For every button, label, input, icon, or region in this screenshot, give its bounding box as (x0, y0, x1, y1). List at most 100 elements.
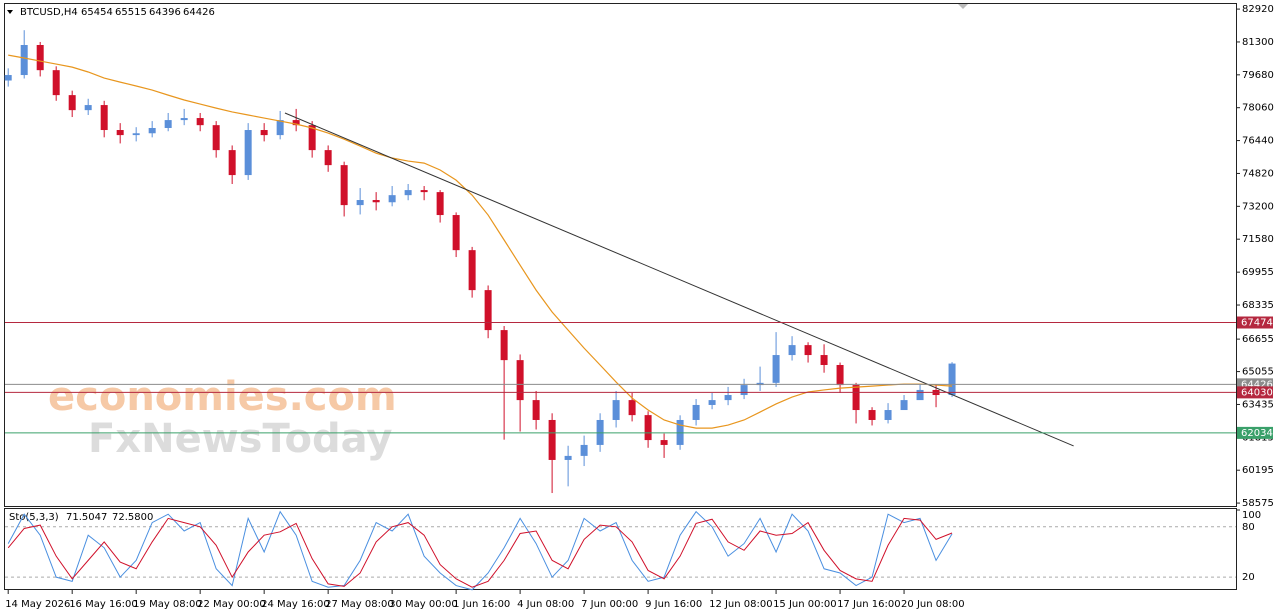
candle-body (292, 120, 300, 126)
candle-body (196, 118, 204, 126)
candle-body (724, 395, 732, 401)
y-tick-label: 81300 (1242, 37, 1274, 48)
x-tick-label: 14 May 2026 (5, 599, 70, 610)
y-tick-label: 20 (1242, 572, 1255, 583)
ohlc-value: 65515 (115, 7, 147, 18)
y-tick-label: 73200 (1242, 201, 1274, 212)
candle-body (340, 165, 348, 206)
x-tick-label: 24 May 16:00 (261, 599, 330, 610)
candle-body (180, 118, 188, 121)
level-label: 64030 (1241, 387, 1273, 398)
x-tick-label: 15 Jun 00:00 (773, 599, 837, 610)
candle-body (212, 125, 220, 151)
candle-body (836, 364, 844, 386)
y-tick-label: 69955 (1242, 267, 1274, 278)
candle-body (692, 404, 700, 420)
candle-body (4, 75, 12, 81)
candle-body (420, 190, 428, 193)
candle-body (564, 455, 572, 460)
x-tick-label: 22 May 00:00 (197, 599, 266, 610)
stochastic-line (7, 517, 953, 588)
candle-body (532, 400, 540, 420)
candle-body (516, 360, 524, 401)
level-box (1237, 316, 1273, 329)
candle-body (548, 419, 556, 460)
candle-body (900, 400, 908, 411)
candle-body (708, 400, 716, 405)
candle-body (772, 355, 780, 383)
candle-body (580, 444, 588, 456)
level-label: 62034 (1241, 428, 1273, 439)
candle-body (612, 400, 620, 420)
candle-body (52, 70, 60, 96)
y-tick-label: 79680 (1242, 70, 1274, 81)
x-tick-label: 9 Jun 16:00 (645, 599, 702, 610)
stochastic-line (7, 510, 953, 591)
y-tick-label: 74820 (1242, 168, 1274, 179)
x-tick-label: 1 Jun 16:00 (453, 599, 510, 610)
y-tick-label: 100 (1242, 510, 1261, 521)
candle-body (404, 190, 412, 196)
moving-average (8, 54, 953, 429)
symbol: BTCUSD,H4 (20, 7, 78, 18)
y-tick-label: 63435 (1242, 399, 1274, 410)
candle-body (468, 250, 476, 291)
candle-body (868, 410, 876, 420)
candle-body (324, 150, 332, 166)
indicator-value: 72.5800 (112, 512, 153, 523)
x-tick-label: 27 May 08:00 (325, 599, 394, 610)
level-box (1237, 426, 1273, 439)
y-tick-label: 78060 (1242, 103, 1274, 114)
candle-body (228, 150, 236, 176)
menu-triangle (7, 10, 13, 14)
candle-body (132, 133, 140, 136)
y-tick-label: 60195 (1242, 465, 1274, 476)
x-tick-label: 17 Jun 16:00 (837, 599, 901, 610)
y-tick-label: 58575 (1242, 498, 1274, 509)
candle-body (164, 120, 172, 128)
ohlc-value: 65454 (81, 7, 113, 18)
candle-body (116, 130, 124, 136)
candle-body (100, 105, 108, 131)
candle-body (84, 105, 92, 111)
shift-marker (958, 4, 968, 9)
x-tick-label: 4 Jun 08:00 (517, 599, 574, 610)
ohlc-value: 64426 (183, 7, 215, 18)
candle-body (500, 330, 508, 361)
level-label: 64426 (1241, 379, 1273, 390)
candle-body (36, 45, 44, 71)
x-tick-label: 30 May 00:00 (389, 599, 458, 610)
y-tick-label: 76440 (1242, 136, 1274, 147)
candle-body (68, 95, 76, 111)
candle-body (804, 345, 812, 356)
y-tick-label: 66655 (1242, 334, 1274, 345)
candle-body (788, 345, 796, 356)
candle-body (484, 290, 492, 331)
level-label: 67474 (1241, 318, 1273, 329)
x-tick-label: 20 Jun 08:00 (901, 599, 965, 610)
candle-body (452, 215, 460, 251)
candle-body (820, 355, 828, 365)
candle-body (852, 385, 860, 411)
y-tick-label: 68335 (1242, 300, 1274, 311)
candles (4, 30, 956, 494)
y-tick-label: 71580 (1242, 234, 1274, 245)
candle-body (372, 200, 380, 203)
candle-body (644, 415, 652, 441)
candle-body (436, 192, 444, 216)
ohlc-value: 64396 (149, 7, 181, 18)
candle-body (740, 385, 748, 396)
watermark: FxNewsToday (88, 416, 392, 462)
candle-body (388, 195, 396, 203)
y-tick-label: 65055 (1242, 367, 1274, 378)
candle-body (148, 127, 156, 134)
candle-body (356, 200, 364, 206)
candle-body (628, 400, 636, 416)
candle-body (276, 120, 284, 136)
x-tick-label: 7 Jun 00:00 (581, 599, 638, 610)
candle-body (244, 130, 252, 176)
indicator-title: Sto(5,3,3) (9, 512, 59, 523)
candle-body (660, 440, 668, 445)
x-tick-label: 16 May 16:00 (69, 599, 138, 610)
watermark: economies.com (48, 374, 397, 420)
